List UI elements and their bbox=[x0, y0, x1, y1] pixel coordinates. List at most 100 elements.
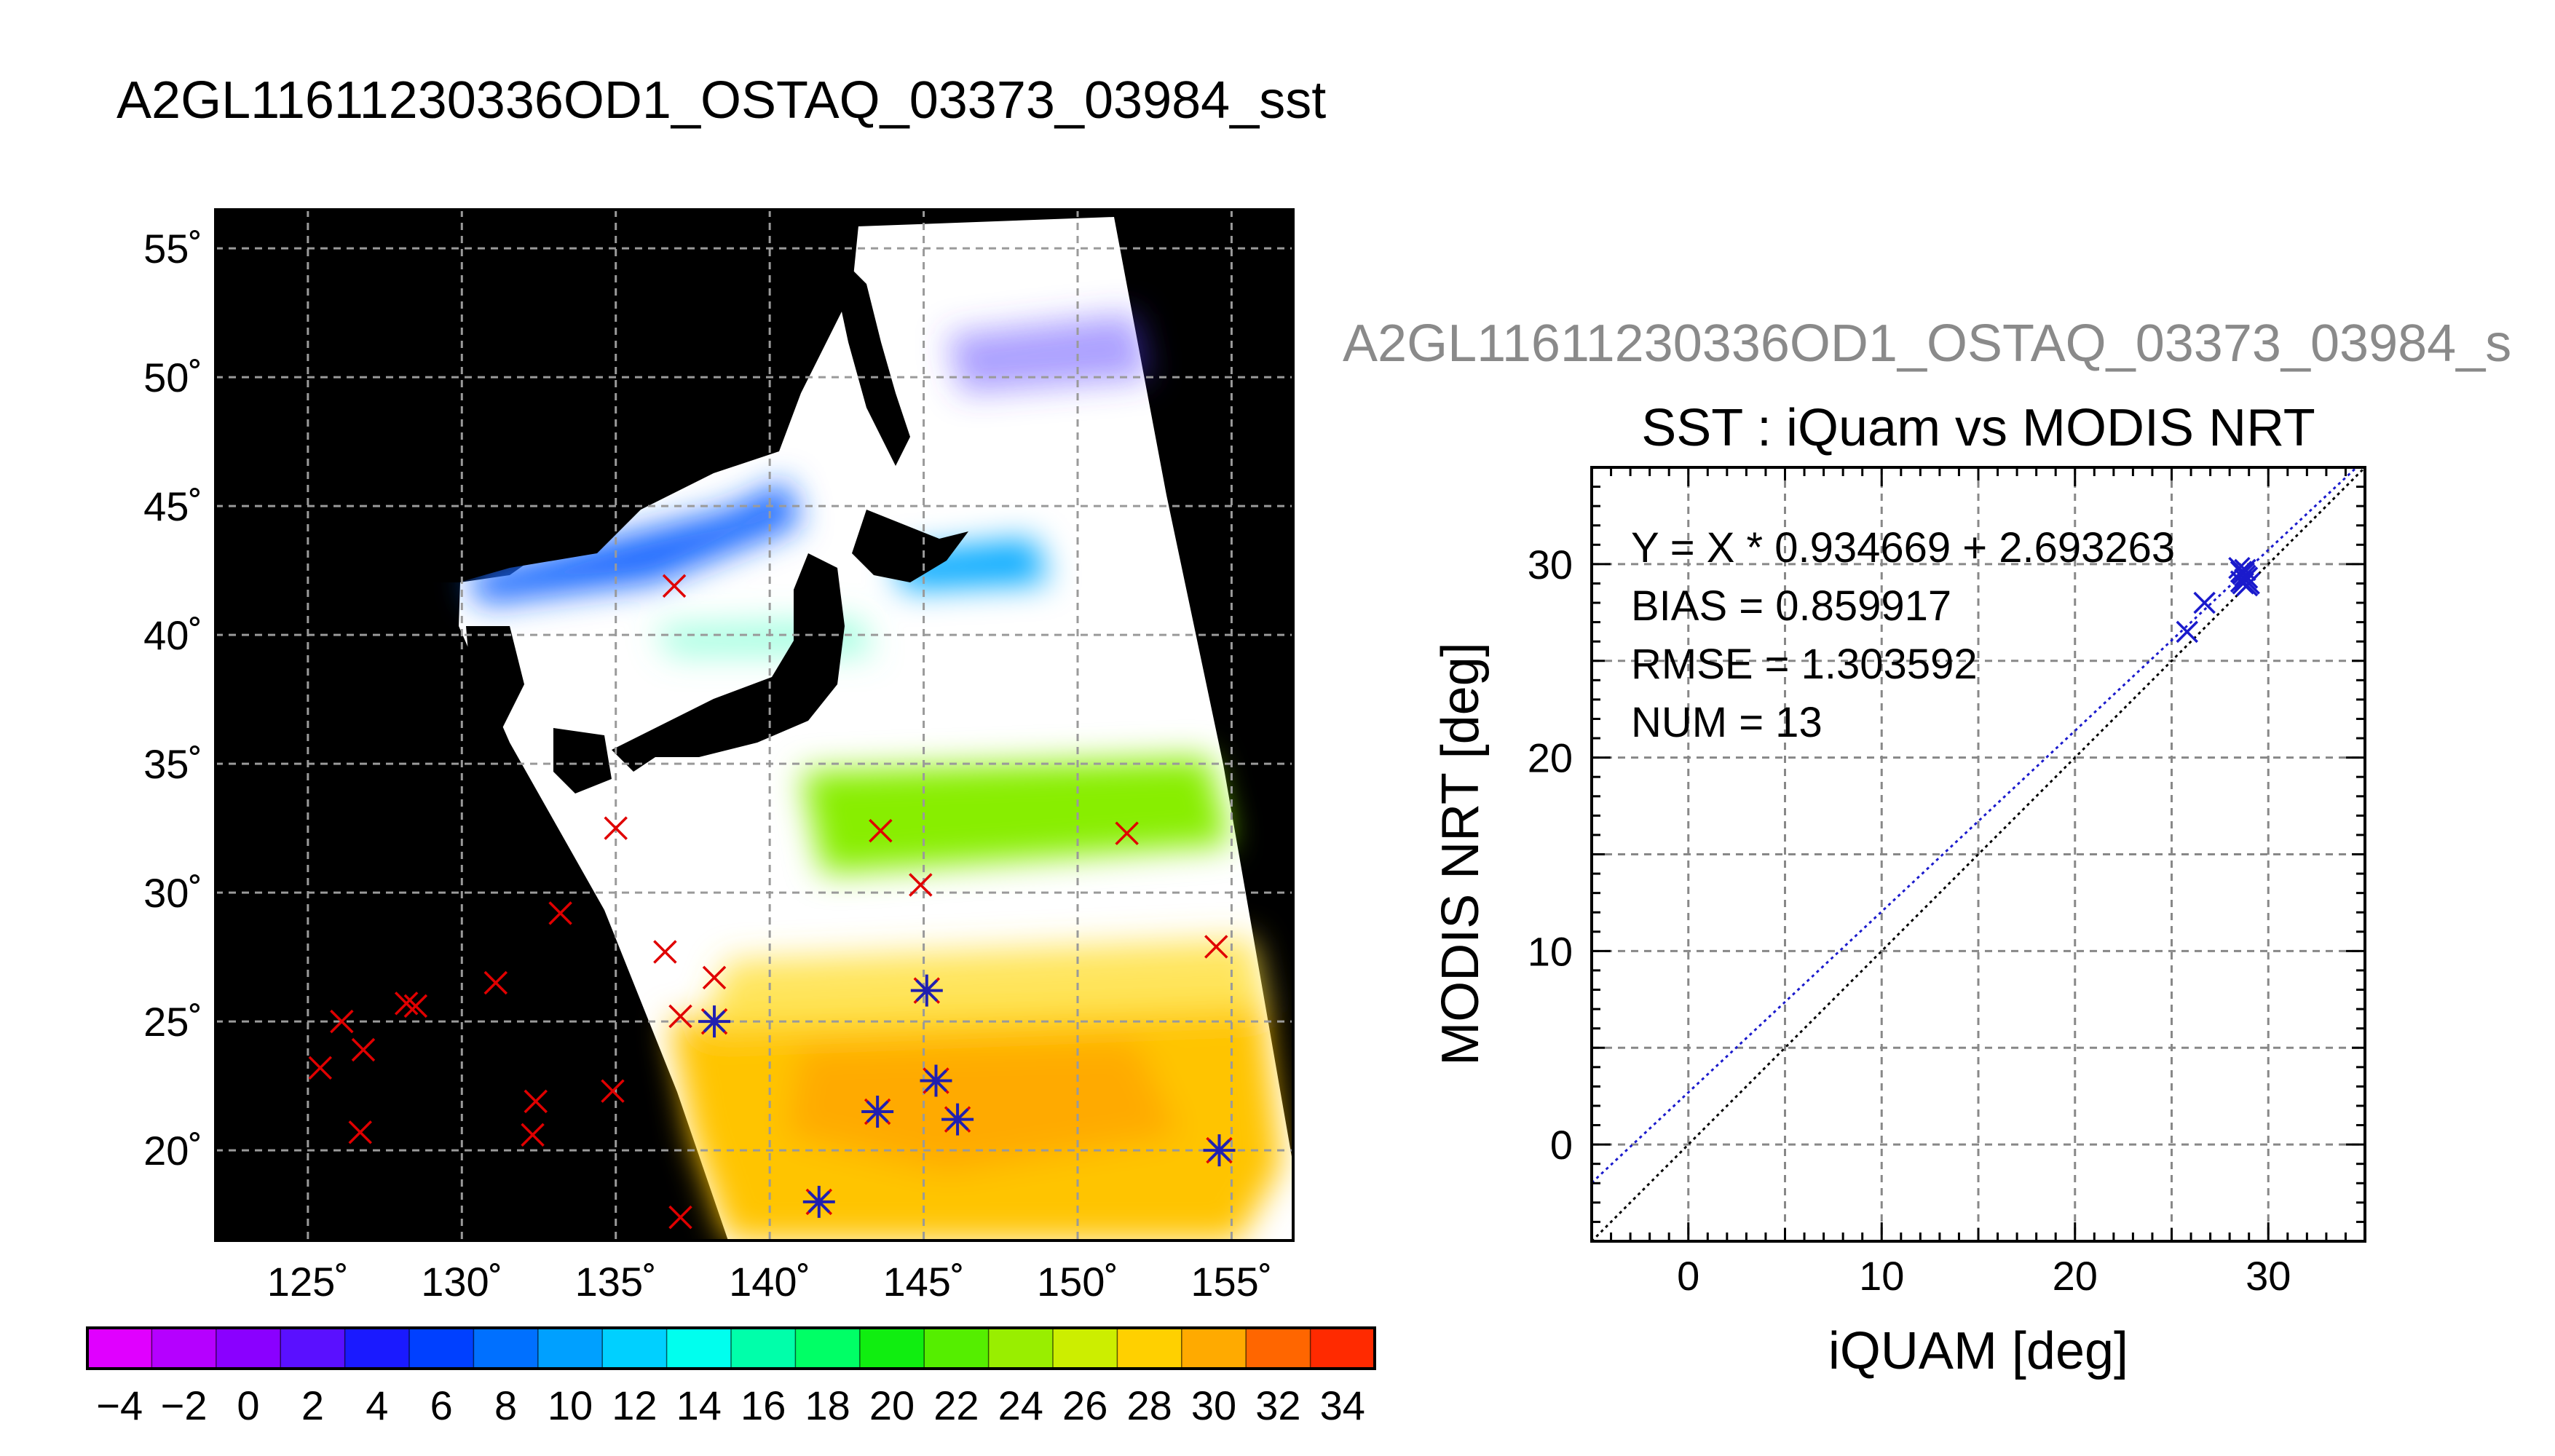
colorbar-label: 20 bbox=[869, 1382, 915, 1428]
longitude-tick-label: 135˚ bbox=[575, 1259, 657, 1305]
colorbar-cell bbox=[409, 1328, 474, 1369]
stats-bias: BIAS = 0.859917 bbox=[1631, 582, 1951, 630]
stats-num: NUM = 13 bbox=[1631, 699, 1823, 746]
y-tick-labels: 0 10 20 30 bbox=[1528, 542, 1573, 1168]
matchup-marker bbox=[920, 1064, 952, 1097]
colorbar-cell bbox=[666, 1328, 732, 1369]
x-tick-label: 30 bbox=[2246, 1253, 2291, 1299]
colorbar-cell bbox=[731, 1328, 796, 1369]
colorbar-cell bbox=[795, 1328, 861, 1369]
colorbar-label: 10 bbox=[548, 1382, 593, 1428]
colorbar-cell bbox=[1246, 1328, 1311, 1369]
colorbar-cell bbox=[344, 1328, 410, 1369]
colorbar-label: 22 bbox=[933, 1382, 979, 1428]
colorbar-cells bbox=[87, 1328, 1375, 1369]
colorbar-cell bbox=[1181, 1328, 1247, 1369]
latitude-tick-label: 40˚ bbox=[143, 612, 202, 658]
scatter-ticks bbox=[1590, 466, 2366, 1243]
matchup-marker-star bbox=[920, 1064, 952, 1097]
colorbar-cell bbox=[280, 1328, 346, 1369]
latitude-tick-label: 55˚ bbox=[143, 226, 202, 272]
iquam-marker bbox=[668, 1004, 692, 1029]
land-sakhalin bbox=[837, 262, 910, 466]
matchup-marker-star bbox=[802, 1185, 835, 1218]
latitude-tick-label: 30˚ bbox=[143, 870, 202, 916]
colorbar-label: −2 bbox=[161, 1382, 208, 1428]
stats-rmse: RMSE = 1.303592 bbox=[1631, 641, 1978, 688]
longitude-tick-label: 155˚ bbox=[1190, 1259, 1272, 1305]
iquam-marker bbox=[524, 1089, 548, 1114]
matchup-marker-star bbox=[698, 1005, 731, 1038]
iquam-marker bbox=[330, 1009, 354, 1034]
longitude-tick-label: 130˚ bbox=[421, 1259, 502, 1305]
latitude-tick-label: 35˚ bbox=[143, 741, 202, 787]
colorbar-label: 6 bbox=[430, 1382, 453, 1428]
y-tick-label: 30 bbox=[1528, 542, 1573, 587]
land-honshu bbox=[612, 553, 845, 772]
iquam-markers bbox=[308, 574, 1228, 1230]
land-kyushu bbox=[553, 728, 612, 794]
matchup-marker bbox=[802, 1185, 835, 1218]
latitude-tick-label: 20˚ bbox=[143, 1128, 202, 1174]
iquam-marker bbox=[1204, 935, 1228, 959]
colorbar-cell bbox=[87, 1328, 152, 1369]
colorbar-cell bbox=[1053, 1328, 1118, 1369]
land-korea bbox=[466, 626, 524, 728]
matchup-marker-star bbox=[861, 1096, 894, 1128]
colorbar-label: −4 bbox=[96, 1382, 143, 1428]
scatter-point bbox=[2230, 570, 2253, 593]
iquam-marker bbox=[394, 992, 419, 1016]
colorbar-label: 8 bbox=[494, 1382, 517, 1428]
map-grid bbox=[216, 210, 1293, 1241]
latitude-tick-labels: 55˚ 50˚ 45˚ 40˚ 35˚ 30˚ 25˚ 20˚ bbox=[143, 226, 202, 1174]
matchup-marker bbox=[698, 1005, 731, 1038]
colorbar-label: 18 bbox=[805, 1382, 850, 1428]
latitude-tick-label: 50˚ bbox=[143, 355, 202, 400]
x-tick-label: 0 bbox=[1677, 1253, 1699, 1299]
main-title: A2GL11611230336OD1_OSTAQ_03373_03984_sst bbox=[117, 71, 1326, 130]
y-tick-label: 20 bbox=[1528, 735, 1573, 781]
matchup-marker-star bbox=[1203, 1134, 1236, 1167]
colorbar-cell bbox=[924, 1328, 990, 1369]
scatter-point bbox=[2228, 556, 2251, 579]
colorbar-label: 14 bbox=[676, 1382, 722, 1428]
map-image bbox=[218, 217, 1293, 1241]
iquam-marker bbox=[351, 1037, 376, 1062]
colorbar-cell bbox=[859, 1328, 925, 1369]
sst-green-band bbox=[801, 757, 1231, 874]
iquam-marker bbox=[702, 965, 727, 990]
matchup-marker-star bbox=[941, 1103, 974, 1136]
scatter-header: A2GL11611230336OD1_OSTAQ_03373_03984_s bbox=[1343, 314, 2511, 373]
x-axis-label: iQUAM [deg] bbox=[1828, 1322, 2128, 1380]
colorbar-label: 32 bbox=[1255, 1382, 1300, 1428]
colorbar-cell bbox=[602, 1328, 668, 1369]
colorbar-label: 34 bbox=[1320, 1382, 1365, 1428]
colorbar-cell bbox=[1310, 1328, 1375, 1369]
longitude-tick-label: 140˚ bbox=[729, 1259, 810, 1305]
scatter-points bbox=[2176, 556, 2260, 644]
iquam-marker bbox=[601, 1079, 625, 1103]
colorbar-labels: −4 −2 0 2 4 6 8 10 12 14 16 18 20 22 24 26 28 30 32 34 bbox=[96, 1382, 1365, 1428]
scatter-panel: A2GL11611230336OD1_OSTAQ_03373_03984_s S… bbox=[1343, 314, 2511, 1380]
y-axis-label: MODIS NRT [deg] bbox=[1431, 642, 1490, 1066]
identity-line bbox=[1592, 467, 2365, 1241]
colorbar-label: 26 bbox=[1062, 1382, 1107, 1428]
iquam-marker bbox=[403, 994, 428, 1018]
matchup-marker bbox=[1203, 1134, 1236, 1167]
colorbar-cell bbox=[537, 1328, 603, 1369]
x-tick-label: 20 bbox=[2053, 1253, 2098, 1299]
longitude-tick-label: 150˚ bbox=[1037, 1259, 1118, 1305]
matchup-marker-star bbox=[910, 974, 943, 1007]
iquam-marker bbox=[521, 1123, 545, 1147]
y-tick-label: 10 bbox=[1528, 928, 1573, 974]
scatter-title: SST : iQuam vs MODIS NRT bbox=[1641, 399, 2315, 457]
colorbar-cell bbox=[988, 1328, 1054, 1369]
iquam-marker bbox=[548, 901, 572, 925]
colorbar-label: 30 bbox=[1191, 1382, 1236, 1428]
x-tick-labels: 0 10 20 30 bbox=[1677, 1253, 2291, 1299]
colorbar-label: 28 bbox=[1126, 1382, 1172, 1428]
x-tick-label: 10 bbox=[1859, 1253, 1904, 1299]
sst-field bbox=[466, 313, 1282, 1241]
scatter-point bbox=[2176, 620, 2198, 644]
